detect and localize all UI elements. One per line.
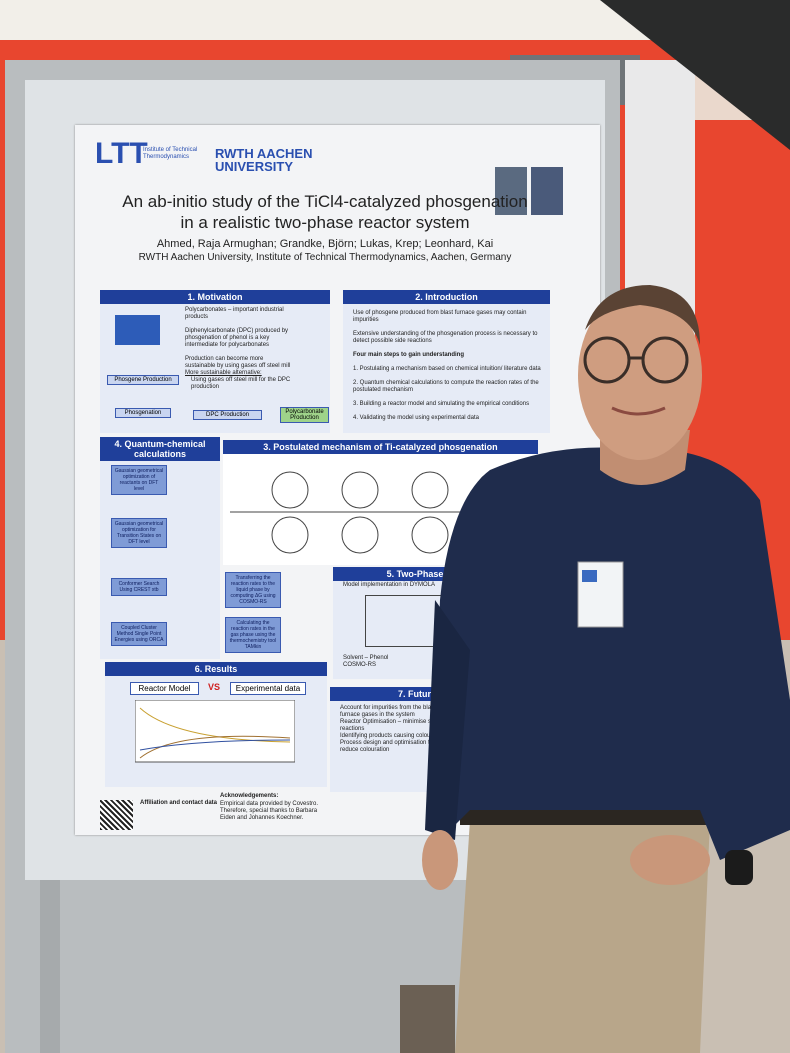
bullet: 2. Quantum chemical calculations to comp… — [353, 380, 539, 393]
bullet: 3. Building a reactor model and simulati… — [353, 401, 530, 407]
bullet: Production can become more sustainable b… — [185, 356, 291, 369]
qr-code — [100, 800, 133, 830]
step-box: Gaussian geometrical optimization of rea… — [111, 465, 167, 495]
author-photo — [531, 167, 563, 215]
section-heading: 4. Quantum-chemical calculations — [100, 437, 220, 461]
bullet: Using gases off steel mill for the DPC p… — [191, 377, 291, 390]
bullet: Solvent – Phenol — [343, 655, 389, 661]
author-photo — [495, 167, 527, 215]
bullet: Extensive understanding of the phosgenat… — [353, 331, 538, 344]
flow-box: Polycarbonate Production — [280, 407, 329, 423]
bullet: Use of phosgene produced from blast furn… — [353, 310, 527, 323]
introduction-box — [343, 290, 550, 433]
results-label: Experimental data — [230, 682, 306, 695]
flow-box: Phosgene Production — [107, 375, 179, 385]
bullet: Diphenylcarbonate (DPC) produced by phos… — [185, 328, 289, 348]
factory-icon — [115, 315, 160, 345]
university: RWTH AACHEN UNIVERSITY — [215, 146, 313, 174]
reactor-text: Model implementation in DYMOLA — [343, 582, 463, 589]
footer-ack-text: Empirical data provided by Covestro. The… — [220, 801, 319, 821]
bullet: Polycarbonates – important industrial pr… — [185, 307, 284, 320]
section-heading: 1. Motivation — [100, 290, 330, 304]
bullet: Account for impurities from the blast fu… — [340, 705, 436, 718]
logo: LTT — [95, 137, 148, 170]
bullet: 1. Postulating a mechanism based on chem… — [353, 366, 541, 372]
results-vs: VS — [208, 682, 221, 692]
bullet: Process design and optimisation to reduc… — [340, 740, 434, 753]
section-heading: 3. Postulated mechanism of Ti-catalyzed … — [223, 440, 538, 454]
step-box: Conformer Search Using CREST xtb — [111, 578, 167, 596]
future-text: Account for impurities from the blast fu… — [340, 705, 450, 754]
step-box: Coupled Cluster Method Single Point Ener… — [111, 622, 167, 646]
institute: Institute of Technical Thermodynamics — [143, 147, 198, 160]
motivation-text: Polycarbonates – important industrial pr… — [185, 307, 295, 391]
title: An ab-initio study of the TiCl4-catalyze… — [75, 191, 575, 233]
flow-box: DPC Production — [193, 410, 262, 420]
step-box: Transferring the reaction rates to the l… — [225, 572, 281, 608]
bullet: 4. Validating the model using experiment… — [353, 415, 479, 421]
section-heading: 2. Introduction — [343, 290, 550, 304]
step-box: Calculating the reaction rates in the ga… — [225, 617, 281, 653]
bullet: Reactor Optimisation – minimise side rea… — [340, 719, 440, 732]
results-label: Reactor Model — [130, 682, 199, 695]
bullet: COSMO-RS — [343, 662, 376, 668]
reactor-text: Solvent – Phenol COSMO-RS — [343, 655, 463, 669]
introduction-text: Use of phosgene produced from blast furn… — [353, 310, 543, 422]
bullet: Identifying products causing colouration — [340, 733, 446, 739]
bullet: Model implementation in DYMOLA — [343, 582, 436, 588]
affiliation: RWTH Aachen University, Institute of Tec… — [138, 252, 512, 263]
section-heading: 6. Results — [105, 662, 327, 676]
results-plot — [135, 700, 295, 763]
bullet: More sustainable alternative: — [185, 370, 262, 376]
footer-ack: Acknowledgements: — [220, 793, 279, 799]
footer-contact: Affiliation and contact data — [140, 800, 218, 806]
title-line: An ab-initio study of the TiCl4-catalyze… — [122, 192, 528, 211]
flow-box: Phosgenation — [115, 408, 171, 418]
bullet: Four main steps to gain understanding — [353, 352, 465, 358]
title-line: in a realistic two-phase reactor system — [180, 213, 470, 232]
authors: Ahmed, Raja Armughan; Grandke, Björn; Lu… — [156, 238, 494, 250]
step-box: Gaussian geometrical optimization for Tr… — [111, 518, 167, 548]
